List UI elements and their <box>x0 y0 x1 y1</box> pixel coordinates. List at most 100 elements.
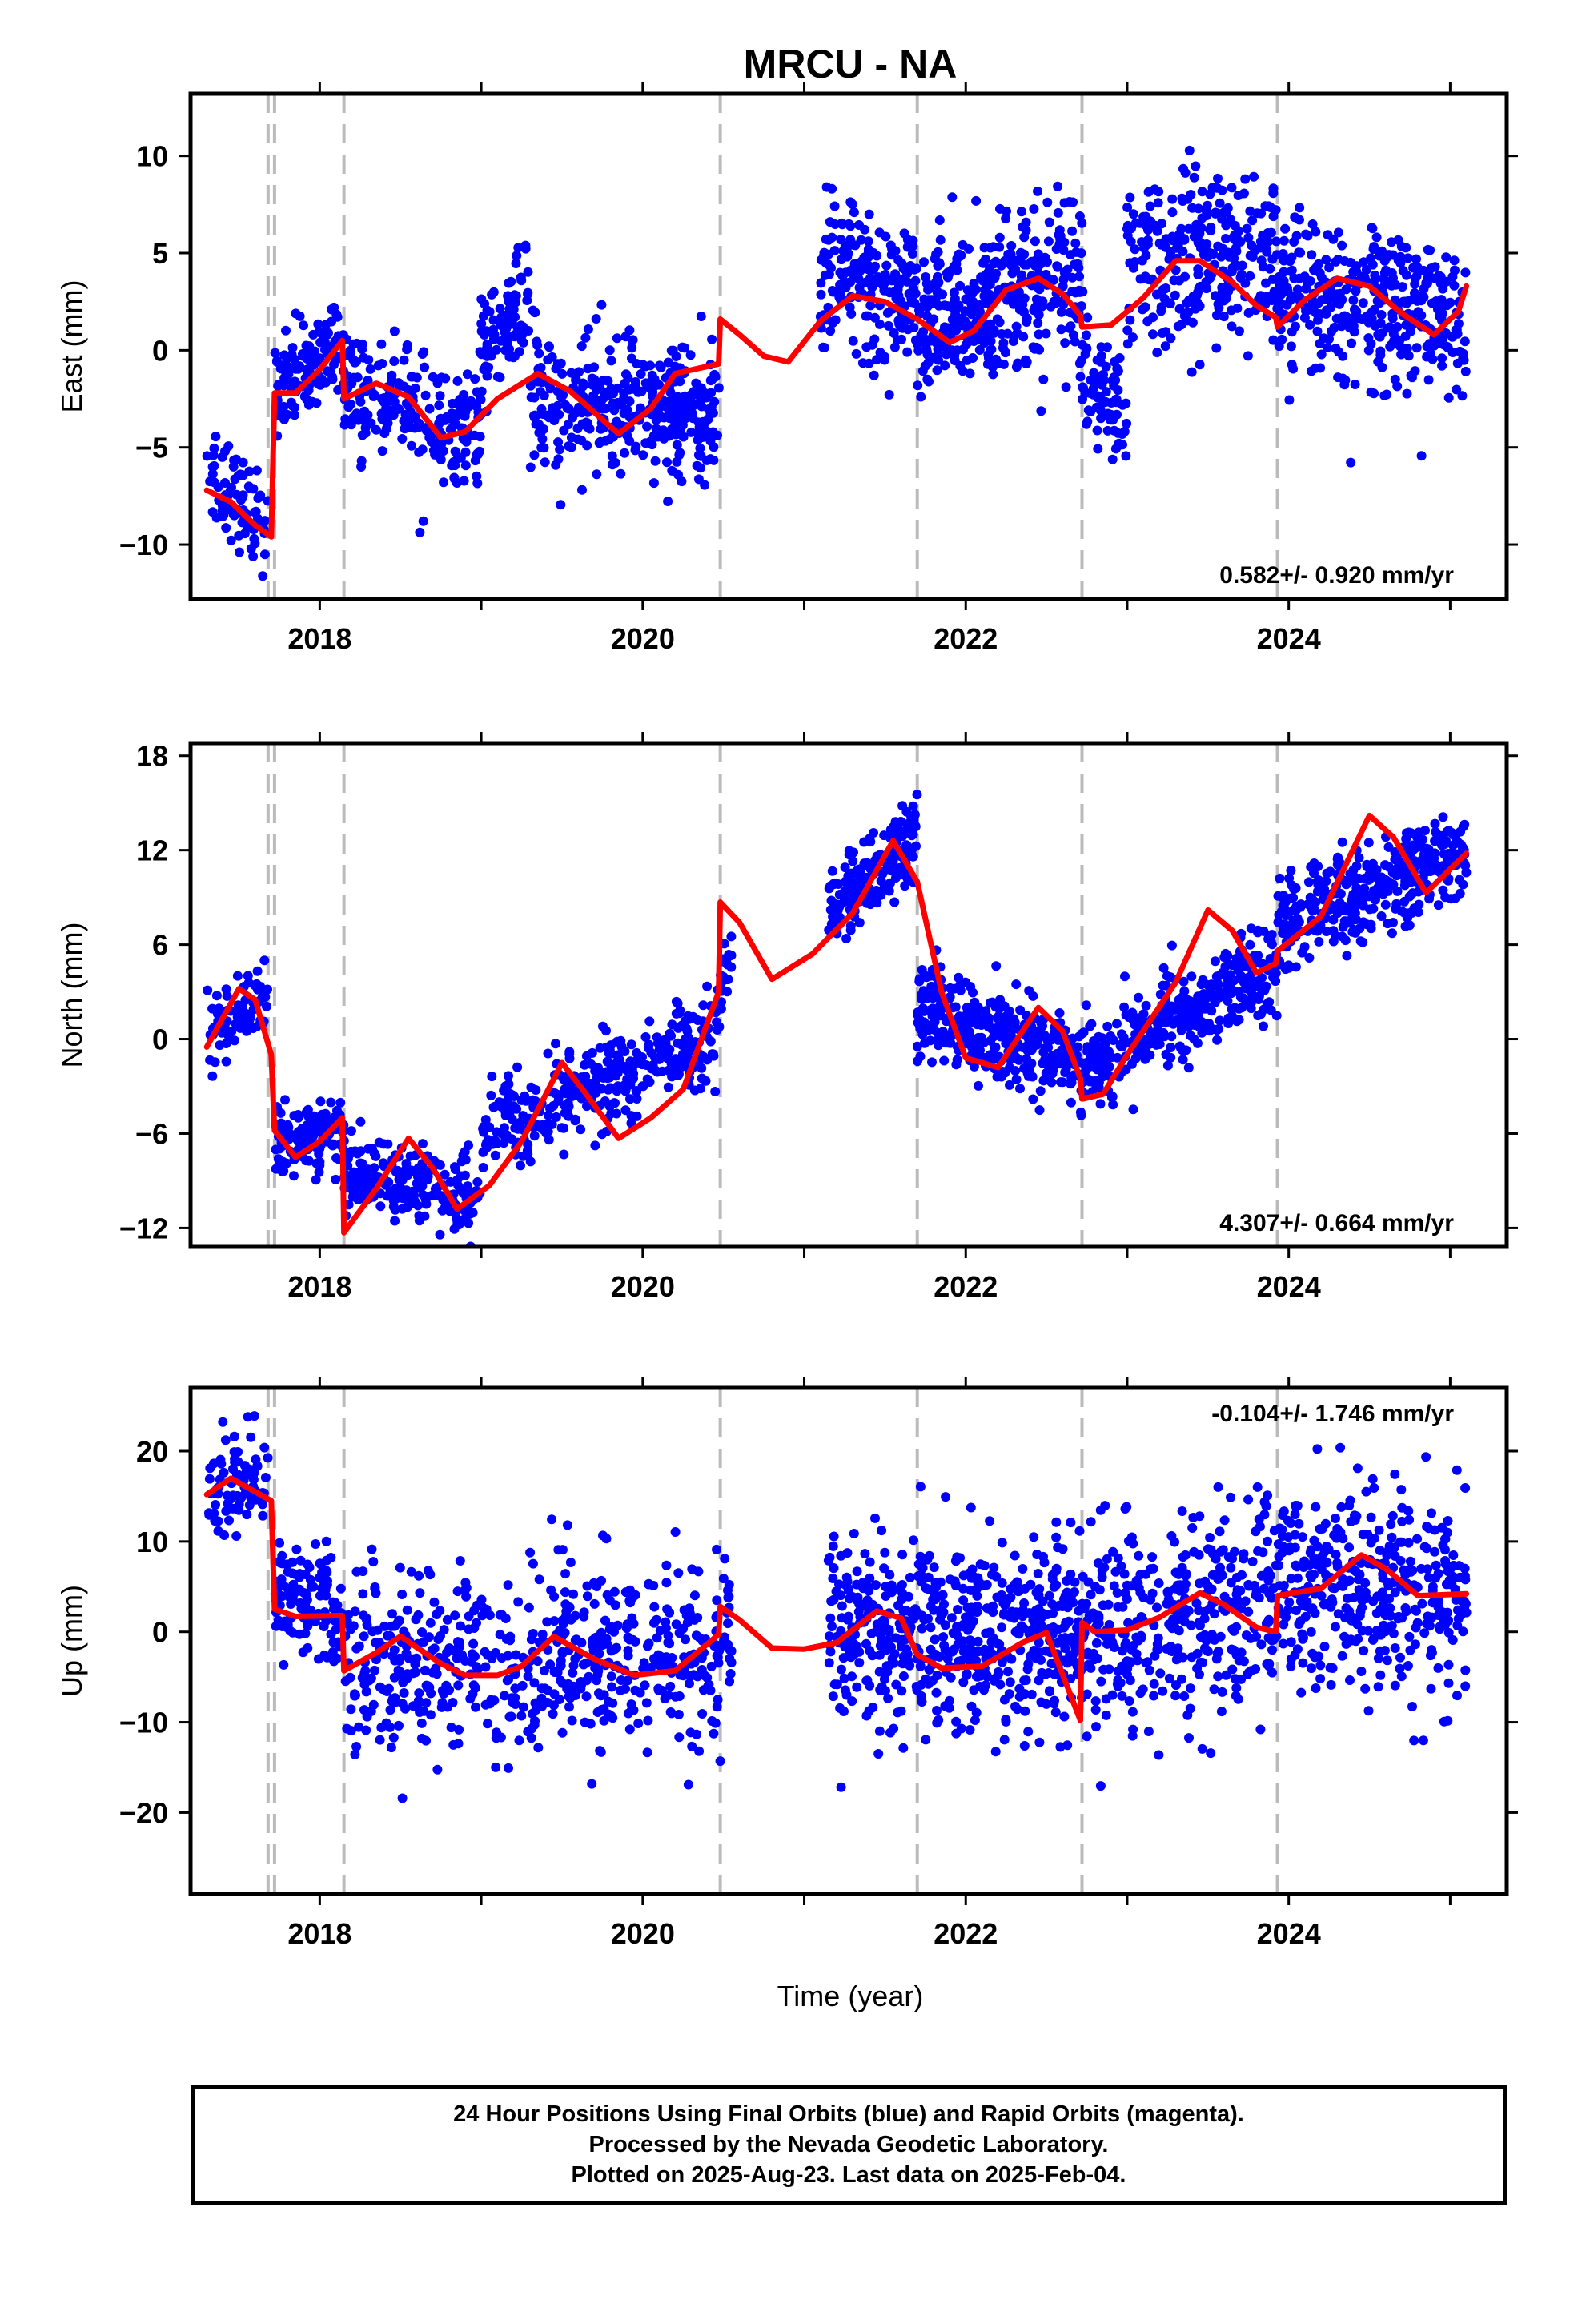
data-point <box>228 461 239 472</box>
data-point <box>712 1017 721 1027</box>
data-point <box>351 338 362 348</box>
data-point <box>1307 366 1316 376</box>
data-point <box>1237 1003 1247 1013</box>
data-point <box>1371 865 1382 875</box>
data-point <box>668 345 678 356</box>
data-point <box>1425 348 1435 359</box>
data-point <box>263 1453 273 1463</box>
data-point <box>1333 372 1343 383</box>
data-point <box>322 366 332 376</box>
data-point <box>577 420 588 430</box>
data-point <box>1307 219 1318 229</box>
data-point <box>1190 1012 1200 1023</box>
data-point <box>824 269 834 279</box>
data-point <box>960 316 970 326</box>
data-point <box>390 1216 400 1226</box>
data-point <box>1213 292 1223 302</box>
data-point <box>1375 885 1384 895</box>
data-point <box>699 424 709 435</box>
data-point <box>545 1104 555 1114</box>
data-point <box>315 337 326 348</box>
data-point <box>640 1680 650 1691</box>
model-segment <box>1079 258 1279 330</box>
data-point <box>512 251 522 261</box>
data-point <box>989 328 999 338</box>
data-point <box>1015 1084 1025 1094</box>
data-point <box>1036 406 1046 416</box>
data-point <box>1083 1076 1094 1086</box>
data-point <box>1231 235 1241 246</box>
data-point <box>1363 333 1374 344</box>
data-point <box>1043 236 1054 247</box>
data-point <box>388 1201 399 1212</box>
data-point <box>924 376 934 387</box>
data-point <box>1153 198 1163 208</box>
data-point <box>401 1185 412 1196</box>
data-point <box>839 897 849 907</box>
data-point <box>223 1498 233 1509</box>
data-point <box>1022 313 1032 324</box>
data-point <box>1376 911 1387 921</box>
data-point <box>1115 1041 1126 1051</box>
data-point <box>902 242 913 252</box>
data-point <box>1180 1017 1191 1027</box>
data-point <box>328 1139 338 1149</box>
data-point <box>998 359 1009 369</box>
data-point <box>1413 307 1423 317</box>
model-fit <box>203 812 1470 1236</box>
data-point <box>551 1039 560 1049</box>
data-point <box>418 1139 428 1149</box>
data-point <box>920 361 930 371</box>
data-point <box>517 1680 528 1691</box>
data-point <box>231 454 241 464</box>
data-point <box>590 1140 600 1151</box>
data-point <box>829 201 840 211</box>
data-point <box>1231 243 1241 253</box>
data-point <box>675 429 685 440</box>
data-point <box>672 456 682 467</box>
data-point <box>667 1019 677 1030</box>
data-point <box>693 474 704 485</box>
data-point <box>478 1163 488 1172</box>
data-point <box>982 287 993 298</box>
data-point <box>1166 1007 1175 1017</box>
data-point <box>849 207 859 218</box>
data-point <box>227 482 236 493</box>
data-point <box>1013 358 1023 368</box>
data-point <box>1420 826 1430 835</box>
data-point <box>697 1063 707 1073</box>
data-point <box>1073 259 1083 269</box>
data-point <box>468 1680 479 1691</box>
data-point <box>516 1160 525 1171</box>
data-point <box>1434 271 1444 280</box>
data-point <box>468 1638 479 1649</box>
data-point <box>885 878 895 888</box>
data-point <box>1056 324 1066 335</box>
data-point <box>460 1147 470 1157</box>
data-point <box>233 1470 243 1480</box>
data-point <box>529 450 540 460</box>
data-point <box>472 401 482 412</box>
data-point <box>1002 295 1012 305</box>
model-offset <box>716 319 724 364</box>
data-point <box>897 323 908 333</box>
data-point <box>1161 242 1171 252</box>
data-point <box>525 380 536 391</box>
data-point <box>707 334 717 344</box>
data-point <box>296 1603 307 1614</box>
data-point <box>234 1499 244 1510</box>
data-point <box>958 366 968 376</box>
data-point <box>1368 244 1379 255</box>
data-point <box>611 1058 621 1068</box>
data-point <box>1403 253 1413 263</box>
data-point <box>1059 198 1070 208</box>
data-point <box>1128 263 1138 273</box>
data-point <box>562 403 572 413</box>
y-tick-label: 10 <box>136 140 168 173</box>
model-offset <box>268 1055 278 1131</box>
data-point <box>564 1101 574 1112</box>
data-point <box>1054 1008 1065 1018</box>
data-point <box>1078 287 1088 297</box>
data-point <box>1176 999 1186 1009</box>
data-point <box>476 294 487 304</box>
